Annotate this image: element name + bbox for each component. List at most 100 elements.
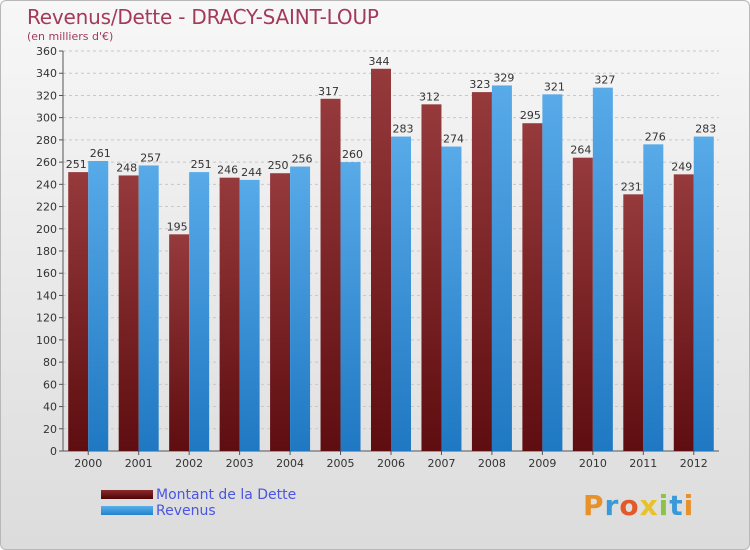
y-tick-label: 180	[36, 245, 57, 258]
legend-label-revenus: Revenus	[156, 503, 216, 519]
data-label: 261	[90, 147, 111, 160]
x-tick-label: 2003	[226, 457, 254, 470]
data-label: 231	[621, 180, 642, 193]
bar-revenus	[88, 161, 109, 451]
y-tick-label: 340	[36, 67, 57, 80]
bar-revenus	[643, 144, 664, 452]
x-tick-label: 2005	[327, 457, 355, 470]
x-tick-label: 2009	[528, 457, 556, 470]
y-tick-label: 280	[36, 134, 57, 147]
bar-revenus	[441, 146, 462, 452]
data-label: 329	[493, 71, 514, 84]
x-tick-label: 2007	[427, 457, 455, 470]
logo-letter: t	[669, 489, 684, 522]
bar-dette	[371, 68, 391, 452]
x-tick-label: 2000	[74, 457, 102, 470]
bar-revenus	[542, 94, 563, 451]
bar-dette	[118, 175, 139, 451]
data-label: 246	[217, 164, 238, 177]
bar-dette	[421, 104, 442, 451]
data-label: 323	[469, 78, 490, 91]
data-label: 195	[167, 220, 188, 233]
legend-label-dette: Montant de la Dette	[156, 487, 297, 503]
bar-revenus	[592, 87, 613, 452]
bar-dette	[522, 123, 543, 451]
y-tick-label: 140	[36, 289, 57, 302]
bars-layer	[68, 68, 714, 452]
chart-title: Revenus/Dette - DRACY-SAINT-LOUP	[27, 5, 379, 29]
x-tick-label: 2011	[629, 457, 657, 470]
logo-text: Proxiti	[583, 489, 694, 522]
x-tick-label: 2008	[478, 457, 506, 470]
data-label: 295	[520, 109, 541, 122]
bar-revenus	[340, 162, 361, 451]
y-tick-label: 240	[36, 178, 57, 191]
y-tick-label: 60	[43, 378, 57, 391]
data-label: 276	[645, 130, 666, 143]
data-label: 250	[268, 159, 289, 172]
bar-dette	[320, 98, 341, 452]
data-label: 312	[419, 90, 440, 103]
proxiti-logo: Proxiti	[583, 489, 694, 522]
x-tick-label: 2010	[579, 457, 607, 470]
bar-dette	[673, 174, 694, 452]
bar-dette	[169, 234, 190, 451]
bar-dette	[572, 157, 593, 451]
logo-letter: x	[639, 489, 659, 522]
y-tick-label: 100	[36, 334, 57, 347]
bar-revenus	[189, 172, 210, 451]
y-tick-label: 260	[36, 156, 57, 169]
data-label: 283	[393, 123, 414, 136]
data-label: 257	[140, 151, 161, 164]
y-tick-label: 20	[43, 423, 57, 436]
data-label: 321	[544, 80, 565, 93]
bar-dette	[270, 173, 291, 451]
bar-dette	[471, 92, 492, 451]
data-label: 248	[116, 161, 137, 174]
y-tick-label: 200	[36, 223, 57, 236]
bar-dette	[219, 177, 240, 451]
data-label: 251	[191, 158, 212, 171]
x-tick-label: 2004	[276, 457, 304, 470]
data-label: 274	[443, 133, 464, 146]
bar-revenus	[290, 166, 311, 452]
data-label: 256	[292, 153, 313, 166]
logo-letter: o	[619, 489, 640, 522]
x-tick-label: 2002	[175, 457, 203, 470]
data-label: 264	[570, 144, 591, 157]
bar-dette	[623, 194, 644, 452]
chart-subtitle: (en milliers d'€)	[27, 30, 114, 43]
data-label: 317	[318, 85, 339, 98]
y-tick-label: 80	[43, 356, 57, 369]
logo-letter: P	[583, 489, 605, 522]
y-tick-label: 0	[50, 445, 57, 458]
legend-swatch-revenus	[101, 506, 153, 515]
data-label: 283	[695, 123, 716, 136]
y-tick-label: 360	[36, 45, 57, 58]
data-label: 327	[594, 74, 615, 87]
bar-revenus	[138, 165, 159, 451]
legend-swatch-dette	[101, 490, 153, 499]
bar-revenus	[693, 136, 714, 452]
y-tick-label: 220	[36, 201, 57, 214]
bar-dette	[68, 172, 89, 451]
y-tick-label: 160	[36, 267, 57, 280]
x-tick-label: 2012	[680, 457, 708, 470]
bar-revenus	[491, 85, 512, 451]
data-label: 244	[241, 166, 262, 179]
x-tick-label: 2001	[125, 457, 153, 470]
x-tick-label: 2006	[377, 457, 405, 470]
bar-revenus	[239, 179, 260, 451]
data-label: 260	[342, 148, 363, 161]
logo-letter: i	[683, 489, 695, 522]
logo-letter: i	[658, 489, 670, 522]
y-tick-label: 40	[43, 401, 57, 414]
y-tick-label: 300	[36, 112, 57, 125]
data-label: 249	[671, 160, 692, 173]
y-tick-label: 320	[36, 89, 57, 102]
data-label: 251	[66, 158, 87, 171]
y-tick-label: 120	[36, 312, 57, 325]
